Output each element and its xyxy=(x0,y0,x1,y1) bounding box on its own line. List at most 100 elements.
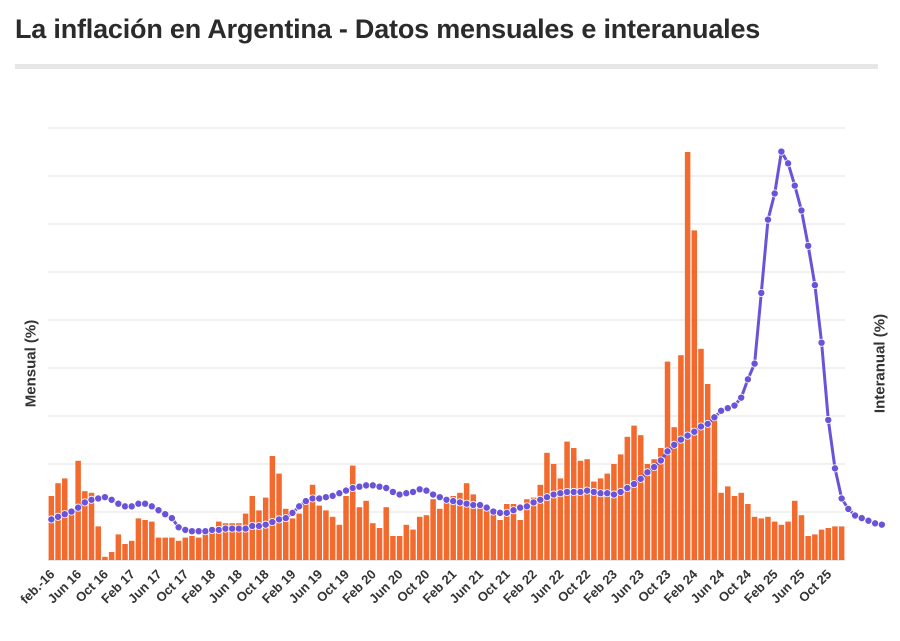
yearly-point xyxy=(804,241,813,250)
yearly-point xyxy=(375,482,384,491)
monthly-bar xyxy=(256,510,262,560)
monthly-bar xyxy=(751,516,758,560)
yearly-point xyxy=(569,487,578,496)
yearly-point xyxy=(187,527,196,536)
monthly-bar xyxy=(343,496,349,560)
yearly-point xyxy=(67,507,76,516)
yearly-line xyxy=(47,147,886,536)
monthly-bar xyxy=(524,499,530,560)
yearly-point xyxy=(288,508,297,517)
yearly-point xyxy=(489,507,498,516)
monthly-bar xyxy=(169,537,175,560)
monthly-bar xyxy=(55,483,61,560)
monthly-bar xyxy=(356,507,363,560)
monthly-bar xyxy=(812,534,818,560)
title-divider xyxy=(15,64,878,69)
yearly-point xyxy=(509,506,518,515)
yearly-point xyxy=(784,159,793,168)
yearly-point xyxy=(482,503,491,512)
yearly-point xyxy=(147,502,156,511)
monthly-bar xyxy=(684,152,691,560)
yearly-point xyxy=(462,499,471,508)
yearly-point xyxy=(536,495,545,504)
yearly-point xyxy=(395,490,404,499)
yearly-point xyxy=(254,521,263,530)
monthly-bar xyxy=(303,499,309,560)
yearly-point xyxy=(368,481,377,490)
monthly-bar xyxy=(544,452,550,560)
yearly-point xyxy=(134,499,143,508)
monthly-bar xyxy=(483,508,490,560)
monthly-bar xyxy=(597,478,604,560)
yearly-series-line xyxy=(50,150,883,533)
yearly-point xyxy=(777,147,786,156)
yearly-point xyxy=(355,482,364,491)
yearly-point xyxy=(208,525,217,534)
monthly-bar xyxy=(624,436,631,560)
yearly-point xyxy=(676,435,685,444)
monthly-bar xyxy=(370,523,376,560)
yearly-point xyxy=(295,502,304,511)
yearly-point xyxy=(228,524,237,533)
yearly-point xyxy=(690,427,699,436)
monthly-bar xyxy=(222,523,229,560)
monthly-bar xyxy=(48,496,55,560)
monthly-bar xyxy=(269,456,276,560)
monthly-bar xyxy=(316,505,322,560)
monthly-bar xyxy=(671,427,677,560)
monthly-bar xyxy=(108,552,115,560)
monthly-bar xyxy=(550,464,557,560)
monthly-bar xyxy=(396,536,403,560)
yearly-point xyxy=(824,415,833,424)
monthly-bar xyxy=(718,492,724,560)
monthly-bar xyxy=(738,492,744,560)
yearly-point xyxy=(87,495,96,504)
monthly-bar xyxy=(122,544,128,560)
monthly-bar xyxy=(336,524,343,560)
monthly-bar xyxy=(262,497,269,560)
monthly-bar xyxy=(416,516,423,560)
monthly-bar xyxy=(778,524,785,560)
yearly-point xyxy=(737,393,746,402)
monthly-bar xyxy=(584,459,590,560)
yearly-point xyxy=(542,493,551,502)
monthly-bar xyxy=(175,540,182,560)
yearly-point xyxy=(382,483,391,492)
yearly-point xyxy=(750,359,759,368)
monthly-bar xyxy=(792,500,798,560)
yearly-point xyxy=(522,502,531,511)
monthly-bar xyxy=(658,448,664,560)
yearly-point xyxy=(335,489,344,498)
yearly-point xyxy=(844,504,853,513)
monthly-bar xyxy=(577,460,584,560)
monthly-bar xyxy=(135,518,142,560)
monthly-bar xyxy=(470,494,477,560)
yearly-point xyxy=(194,527,203,536)
monthly-bar xyxy=(437,508,443,560)
yearly-point xyxy=(630,480,639,489)
yearly-point xyxy=(449,497,458,506)
yearly-point xyxy=(623,483,632,492)
yearly-point xyxy=(549,490,558,499)
monthly-bar xyxy=(390,536,396,560)
monthly-bar xyxy=(591,481,597,560)
monthly-bar xyxy=(637,435,644,560)
yearly-point xyxy=(864,516,873,525)
monthly-bar xyxy=(128,540,135,560)
yearly-point xyxy=(141,499,150,508)
yearly-point xyxy=(589,487,598,496)
yearly-point xyxy=(154,506,163,515)
yearly-point xyxy=(697,422,706,431)
monthly-bar xyxy=(537,484,544,560)
yearly-point xyxy=(743,375,752,384)
yearly-point xyxy=(757,288,766,297)
monthly-bar xyxy=(142,520,148,560)
yearly-point xyxy=(663,447,672,456)
yearly-point xyxy=(683,431,692,440)
yearly-point xyxy=(596,489,605,498)
monthly-bar xyxy=(383,507,389,560)
yearly-point xyxy=(790,181,799,190)
monthly-bar xyxy=(838,526,845,560)
yearly-point xyxy=(161,510,170,519)
